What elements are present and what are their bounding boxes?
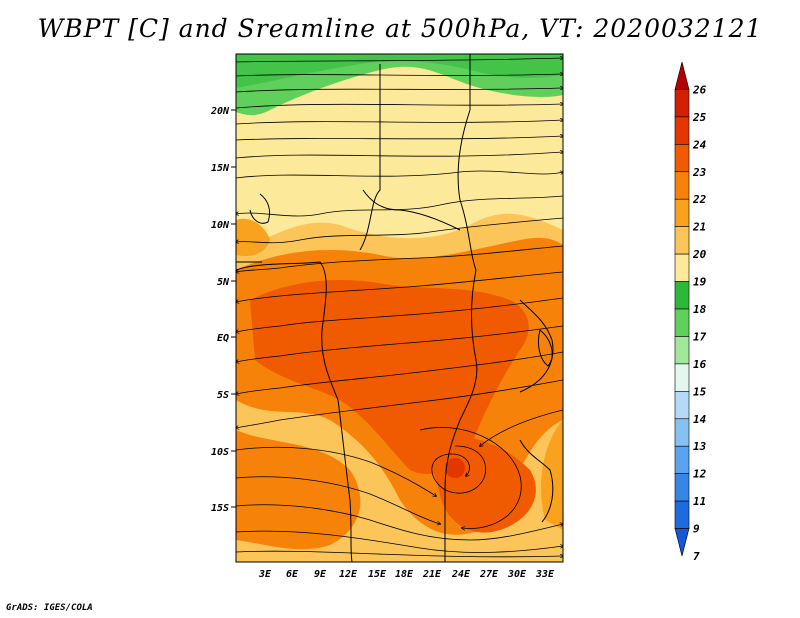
lon-label-24E: 24E <box>451 569 471 580</box>
lat-label-10S: 10S <box>211 447 229 458</box>
lon-label-6E: 6E <box>286 569 299 580</box>
lat-label-20N: 20N <box>210 106 230 117</box>
colorbar-swatch <box>674 336 690 365</box>
colorbar-swatch <box>674 61 690 90</box>
colorbar-swatch <box>674 226 690 255</box>
lon-label-12E: 12E <box>339 569 358 580</box>
colorbar: 26 25 24 23 22 21 20 19 18 17 16 15 14 13 12 11 9 7 <box>674 61 707 563</box>
lat-label-15S: 15S <box>211 503 229 514</box>
colorbar-label: 25 <box>692 111 707 124</box>
colorbar-label: 23 <box>692 166 707 179</box>
lat-label-10N: 10N <box>211 220 230 231</box>
colorbar-label: 21 <box>692 221 706 234</box>
colorbar-label: 17 <box>693 330 707 343</box>
colorbar-swatch <box>674 116 690 145</box>
colorbar-swatch <box>674 171 690 200</box>
lon-label-3E: 3E <box>258 569 272 580</box>
lon-label-21E: 21E <box>422 569 442 580</box>
colorbar-label: 19 <box>693 276 707 289</box>
colorbar-label: 20 <box>692 248 707 261</box>
map-frame <box>235 53 564 563</box>
colorbar-label: 13 <box>693 440 707 453</box>
colorbar-label: 15 <box>693 385 707 398</box>
colorbar-swatch <box>674 144 690 173</box>
colorbar-swatch <box>674 281 690 310</box>
colorbar-swatch <box>674 198 690 227</box>
colorbar-label: 12 <box>693 468 707 481</box>
grads-credit: GrADS: IGES/COLA <box>6 603 93 613</box>
lat-label-5N: 5N <box>217 277 230 288</box>
lon-label-9E: 9E <box>314 569 327 580</box>
lat-label-15N: 15N <box>211 163 230 174</box>
colorbar-swatch <box>674 500 690 529</box>
colorbar-swatch <box>674 445 690 474</box>
colorbar-label: 26 <box>692 83 707 96</box>
colorbar-swatch <box>674 89 690 118</box>
longitude-axis: 3E 6E 9E 12E 15E 18E 21E 24E 27E 30E 33E <box>258 569 555 580</box>
colorbar-swatch <box>674 528 690 557</box>
latitude-axis: 20N 15N 10N 5N EQ 5S 10S 15S <box>210 106 236 514</box>
country-borders <box>236 54 554 562</box>
lon-label-15E: 15E <box>368 569 387 580</box>
colorbar-swatch <box>674 363 690 392</box>
lon-label-27E: 27E <box>479 569 499 580</box>
map-title: WBPT [C] and Sreamline at 500hPa, VT: 20… <box>37 14 763 43</box>
lon-label-30E: 30E <box>507 569 527 580</box>
colorbar-swatch <box>674 253 690 282</box>
colorbar-swatch <box>674 391 690 420</box>
colorbar-label: 18 <box>693 303 707 316</box>
lat-label-5S: 5S <box>217 390 229 401</box>
colorbar-label: 16 <box>693 358 707 371</box>
wbpt-shading <box>236 54 563 562</box>
lon-label-33E: 33E <box>535 569 555 580</box>
streamlines <box>236 58 563 557</box>
colorbar-swatch <box>674 418 690 447</box>
colorbar-label: 9 <box>693 523 700 536</box>
colorbar-swatch <box>674 473 690 502</box>
colorbar-label: 11 <box>693 495 706 508</box>
colorbar-label: 14 <box>693 413 707 426</box>
lat-label-EQ: EQ <box>217 333 229 344</box>
lon-label-18E: 18E <box>395 569 414 580</box>
colorbar-label: 7 <box>693 550 700 563</box>
colorbar-swatch <box>674 308 690 337</box>
colorbar-label: 22 <box>692 193 707 206</box>
colorbar-label: 24 <box>692 138 707 151</box>
